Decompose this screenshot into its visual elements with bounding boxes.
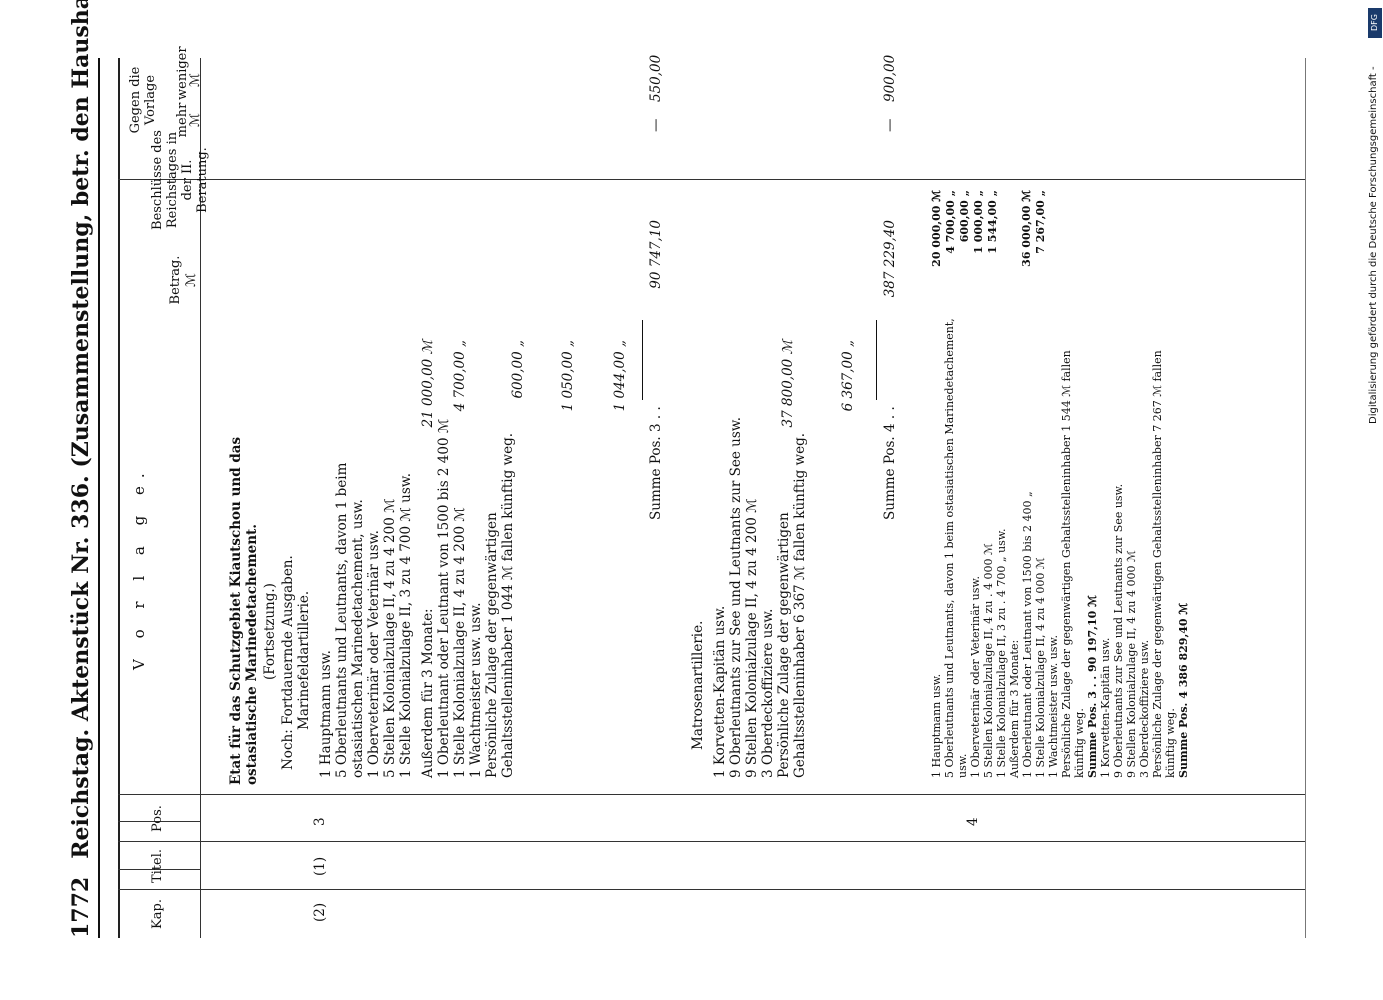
beschluss-line: Persönliche Zulage der gegenwärtigen Geh…	[1151, 350, 1177, 778]
col-head-weniger-unit: ℳ	[188, 73, 203, 87]
col-head-beschluesse: Beschlüsse des Reichstages in der II. Be…	[150, 130, 210, 230]
vorlage-amount: 1 050,00 „	[560, 340, 576, 412]
beschluss-amount: 7 267,00 „	[1034, 190, 1047, 254]
col-head-kap: Kap.	[150, 899, 165, 929]
beschluss-amount: 600,00 „	[958, 190, 971, 243]
col-head-betrag: Betrag.	[168, 255, 183, 305]
vorlage-heading: Etat für das Schutzgebiet Kiautschou und…	[228, 436, 260, 785]
pos-4-label: 4	[965, 817, 981, 826]
col-head-betrag-unit: ℳ	[184, 273, 199, 287]
col-head-mehr-unit: ℳ	[188, 113, 203, 127]
vorlage-noch: Noch: Fortdauernde Ausgaben.	[280, 555, 296, 770]
vorlage-fortsetzung: (Fortsetzung.)	[262, 583, 278, 680]
beschluss-line: Persönliche Zulage der gegenwärtigen Geh…	[1060, 350, 1086, 778]
beschluss-line: Außerdem für 3 Monate:	[1008, 639, 1021, 778]
beschluss-amount: 36 000,00 ℳ	[1020, 190, 1033, 267]
gegen-pos4-weniger: 900,00	[882, 54, 898, 102]
dfg-logo: DFG	[1368, 8, 1382, 38]
beschluss-summe-3: Summe Pos. 3 . . 90 197,10 ℳ	[1086, 595, 1099, 778]
page-number: 1772	[68, 876, 94, 938]
vorlage-pos3-lines: 1 Hauptmann usw. 5 Oberleutnants und Leu…	[318, 378, 516, 778]
table-bottom-rule	[1305, 58, 1306, 938]
beschluss-amount: 20 000,00 ℳ	[930, 190, 943, 267]
table-top-rule	[118, 58, 120, 938]
running-head: 1772 Reichstag. Aktenstück Nr. 336. (Zusa…	[68, 0, 100, 938]
summe-3-rule	[642, 320, 643, 400]
beschluss-line: 5 Oberleutnants und Leutnants, davon 1 b…	[943, 318, 969, 778]
beschluss-line: 1 Hauptmann usw.	[930, 673, 943, 778]
col-head-titel: Titel.	[150, 848, 165, 884]
vorlage-line: 5 Stellen Kolonialzulage II, 4 zu 4 200 …	[382, 498, 398, 778]
vorlage-matrosen: Matrosenartillerie.	[690, 620, 706, 750]
vorlage-summe-3-value: 90 747,10	[648, 220, 664, 289]
summe-4-rule	[876, 320, 877, 400]
col-rule	[118, 179, 1305, 180]
vorlage-line: 1 Hauptmann usw.	[318, 650, 334, 778]
beschluss-amount: 1 000,00 „	[972, 190, 985, 254]
beschluss-line: 5 Stellen Kolonialzulage II, 4 zu . 4 00…	[982, 543, 995, 778]
gegen-pos3-weniger: 550,00	[648, 54, 664, 102]
beschluesse-amounts: 20 000,00 ℳ 4 700,00 „ 600,00 „ 1 000,00…	[930, 190, 1048, 300]
col-head-pos: Pos.	[150, 805, 165, 832]
beschluss-summe-4: Summe Pos. 4 386 829,40 ℳ	[1177, 602, 1190, 778]
col-rule	[118, 889, 1305, 890]
vorlage-line: 9 Stellen Kolonialzulage II, 4 zu 4 200 …	[744, 498, 760, 778]
vorlage-line: 1 Korvetten-Kapitän usw.	[712, 605, 728, 778]
pos-3-label: 3	[312, 817, 328, 826]
beschluss-line: 9 Oberleutnants zur See und Leutnants zu…	[1112, 483, 1125, 778]
gegen-pos3-mehr: —	[648, 118, 664, 133]
col-rule	[118, 841, 1305, 842]
beschluss-amount: 4 700,00 „	[944, 190, 957, 254]
vorlage-amount: 4 700,00 „	[452, 340, 468, 412]
beschluss-line: 1 Wachtmeister usw. usw.	[1047, 634, 1060, 778]
vorlage-line: 3 Oberdeckoffiziere usw.	[760, 608, 776, 778]
vorlage-amount: 37 800,00 ℳ	[780, 340, 796, 428]
gegen-pos4-mehr: —	[882, 118, 898, 133]
beschluss-line: 1 Korvetten-Kapitän usw.	[1099, 637, 1112, 778]
col-head-gegen: Gegen die Vorlage	[128, 66, 158, 134]
beschluesse-pos3-lines: 1 Hauptmann usw. 5 Oberleutnants und Leu…	[930, 318, 1190, 778]
kap-label: (2)	[312, 902, 328, 922]
beschluss-line: 1 Stelle Kolonialzulage II, 3 zu . 4 700…	[995, 528, 1008, 778]
beschluss-line: 1 Stelle Kolonialzulage II, 4 zu 4 000 ℳ	[1034, 557, 1047, 778]
vorlage-summe-3-label: Summe Pos. 3 . .	[648, 406, 664, 520]
running-title: Reichstag. Aktenstück Nr. 336. (Zusammen…	[68, 0, 94, 859]
vorlage-line: 5 Oberleutnants und Leutnants, davon 1 b…	[334, 462, 366, 778]
vorlage-line: 1 Oberveterinär oder Veterinär usw.	[366, 530, 382, 778]
vorlage-line: 1 Stelle Kolonialzulage II, 3 zu 4 700 ℳ…	[398, 473, 414, 778]
vorlage-marinefeld: Marinefeldartillerie.	[296, 590, 312, 730]
beschluss-amount: 1 544,00 „	[986, 190, 999, 254]
vorlage-summe-4-label: Summe Pos. 4 . .	[882, 406, 898, 520]
vorlage-amount: 1 044,00 „	[612, 340, 628, 412]
vorlage-summe-4-value: 387 229,40	[882, 220, 898, 298]
titel-label: (1)	[312, 856, 328, 876]
vorlage-line: 1 Oberleutnant oder Leutnant von 1500 bi…	[436, 418, 452, 778]
vorlage-line: 1 Wachtmeister usw. usw.	[468, 602, 484, 778]
vorlage-line: 9 Oberleutnants zur See und Leutnants zu…	[728, 416, 744, 778]
col-rule	[118, 794, 1305, 795]
beschluss-line: 9 Stellen Kolonialzulage II, 4 zu 4 000 …	[1125, 550, 1138, 778]
beschluss-line: 1 Oberleutnant oder Leutnant von 1500 bi…	[1021, 491, 1034, 778]
digitization-credit: Digitalisierung gefördert durch die Deut…	[1368, 66, 1379, 424]
col-head-vorlage: V o r l a g e.	[130, 465, 148, 670]
beschluss-line: 3 Oberdeckoffiziere usw.	[1138, 639, 1151, 778]
vorlage-amount: 6 367,00 „	[840, 340, 856, 412]
vorlage-amount: 21 000,00 ℳ	[420, 340, 436, 428]
vorlage-amount: 600,00 „	[510, 340, 526, 399]
beschluss-line: 1 Oberveterinär oder Veterinär usw.	[969, 576, 982, 778]
